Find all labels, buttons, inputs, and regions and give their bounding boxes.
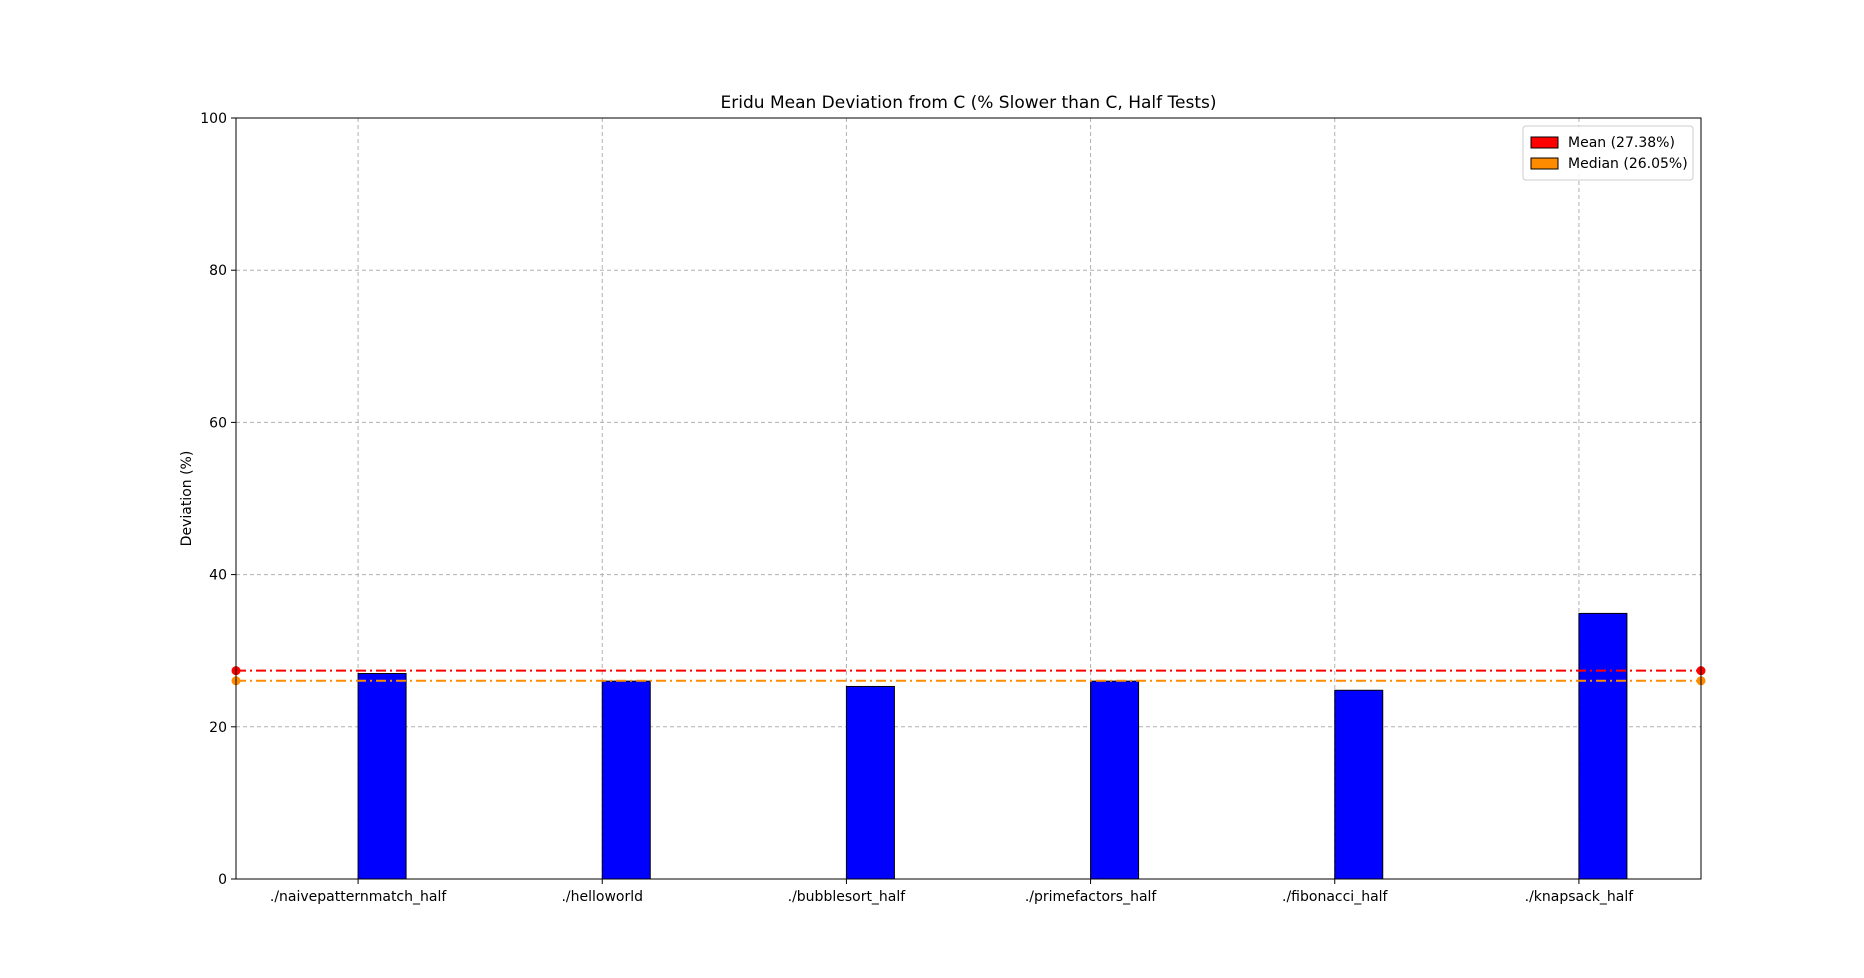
x-tick-label: ./helloworld xyxy=(561,889,643,905)
y-tick-label: 40 xyxy=(209,568,227,584)
bar-2-6 xyxy=(1578,612,1628,880)
x-tick-label: ./knapsack_half xyxy=(1525,889,1635,905)
bar-2-3 xyxy=(845,685,895,880)
y-tick-label: 0 xyxy=(218,872,227,888)
legend-swatch xyxy=(1530,136,1559,149)
legend-label: Mean (27.38%) xyxy=(1568,135,1675,151)
x-tick-label: ./fibonacci_half xyxy=(1282,889,1389,905)
legend: Mean (27.38%) Median (26.05%) xyxy=(1522,125,1694,181)
bar-2-5 xyxy=(1334,689,1384,880)
chart-title: Eridu Mean Deviation from C (% Slower th… xyxy=(721,93,1217,113)
y-tick-label: 100 xyxy=(200,111,227,127)
bars-layer xyxy=(357,612,1628,880)
y-tick-label: 20 xyxy=(209,720,227,736)
bar-2-4 xyxy=(1090,680,1140,880)
y-tick-label: 60 xyxy=(209,415,227,431)
plot-frame xyxy=(235,117,1702,880)
y-axis: 0 20 40 60 80 100 xyxy=(200,111,236,888)
legend-box xyxy=(1522,125,1694,181)
y-axis-label: Deviation (%) xyxy=(179,451,195,547)
x-axis: ./naivepatternmatch_half ./helloworld ./bu… xyxy=(270,879,1634,905)
reference-lines-layer xyxy=(231,666,1706,686)
x-tick-label: ./primefactors_half xyxy=(1025,889,1158,905)
y-tick-label: 80 xyxy=(209,263,227,279)
legend-swatch xyxy=(1530,157,1559,170)
x-tick-label: ./naivepatternmatch_half xyxy=(270,889,447,905)
bar-2-1 xyxy=(357,673,407,880)
legend-label: Median (26.05%) xyxy=(1568,156,1688,172)
bar-2-2 xyxy=(601,680,651,880)
x-tick-label: ./bubblesort_half xyxy=(788,889,907,905)
